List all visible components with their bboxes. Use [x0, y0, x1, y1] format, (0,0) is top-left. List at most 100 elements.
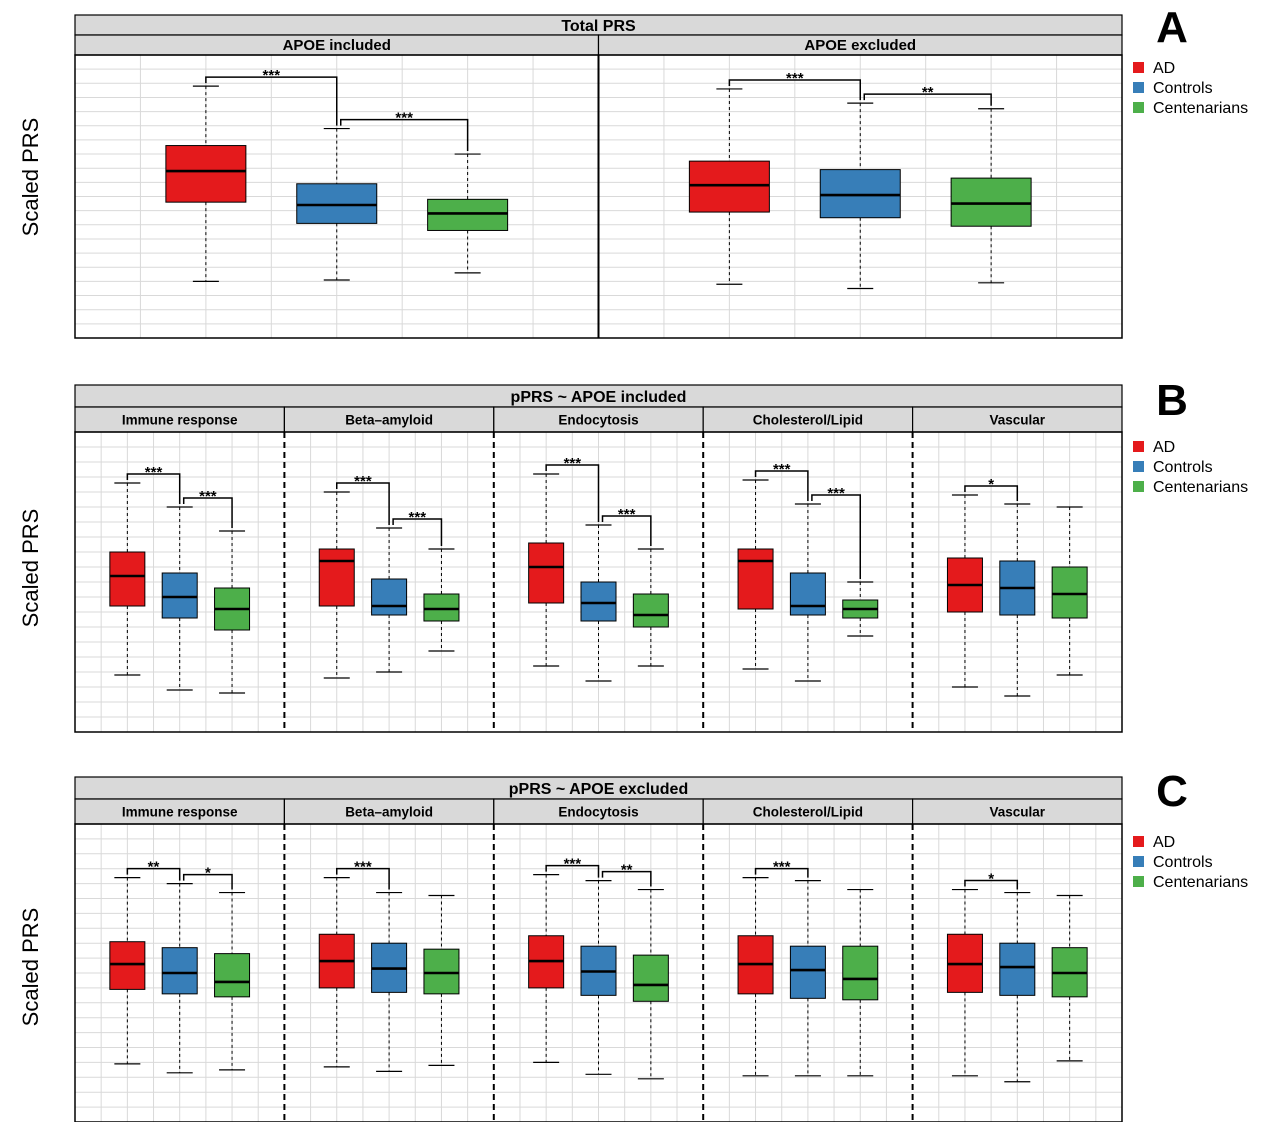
significance-label: *** — [786, 70, 804, 87]
panel-letter: A — [1156, 3, 1188, 52]
legend-key-ad — [1133, 441, 1144, 452]
significance-label: ** — [621, 862, 633, 879]
significance-bracket — [754, 867, 809, 878]
legend-key-controls — [1133, 856, 1144, 867]
significance-label: *** — [773, 859, 791, 876]
significance-bracket — [964, 485, 1019, 501]
significance-label: * — [988, 476, 994, 493]
box-ad — [109, 551, 146, 607]
significance-label: *** — [564, 856, 582, 873]
significance-label: *** — [263, 67, 281, 84]
significance-label: *** — [564, 455, 582, 472]
panel-title: pPRS ~ APOE included — [511, 389, 687, 406]
significance-label: *** — [145, 464, 163, 481]
box-controls — [161, 947, 198, 995]
legend-label-centenarians: Centenarians — [1153, 100, 1248, 117]
significance-bracket — [340, 118, 469, 152]
significance-bracket — [392, 518, 443, 546]
legend-label-controls: Controls — [1153, 854, 1213, 871]
box-controls — [789, 572, 826, 616]
box-controls — [580, 581, 617, 622]
significance-bracket — [811, 494, 861, 579]
box-controls — [161, 572, 198, 619]
box-ad — [528, 542, 565, 604]
panel-letter: C — [1156, 767, 1188, 816]
facet-strip — [493, 798, 704, 825]
plot-border — [74, 54, 1123, 339]
significance-bracket — [601, 515, 652, 546]
legend-key-centenarians — [1133, 481, 1144, 492]
box-centenarians — [632, 954, 669, 1002]
legend-label-centenarians: Centenarians — [1153, 874, 1248, 891]
legend-label-centenarians: Centenarians — [1153, 479, 1248, 496]
facet-strip — [74, 798, 285, 825]
significance-bracket — [601, 870, 652, 887]
legend-key-ad — [1133, 62, 1144, 73]
facet-label: Endocytosis — [558, 805, 638, 820]
box-centenarians — [427, 198, 509, 231]
facet-label: Beta–amyloid — [345, 413, 433, 428]
legend-label-controls: Controls — [1153, 459, 1213, 476]
facet-label: APOE included — [283, 37, 391, 54]
y-axis-label: Scaled PRS — [18, 118, 43, 237]
panel-letter: B — [1156, 376, 1188, 425]
legend-key-controls — [1133, 461, 1144, 472]
significance-label: *** — [354, 473, 372, 490]
plot-border — [74, 431, 1123, 733]
significance-bracket — [205, 76, 338, 126]
legend-label-ad: AD — [1153, 60, 1175, 77]
box-controls — [296, 183, 378, 224]
facet-label: APOE excluded — [804, 37, 916, 54]
significance-label: * — [988, 871, 994, 888]
facet-label: Vascular — [990, 805, 1046, 820]
facet-label: Endocytosis — [558, 413, 638, 428]
legend-key-controls — [1133, 82, 1144, 93]
box-controls — [789, 945, 826, 999]
box-ad — [737, 548, 774, 610]
panel-b: Scaled PRS B AD Controls Centenarians pPRS ~ … — [18, 376, 1248, 733]
box-controls — [371, 578, 408, 616]
significance-label: *** — [354, 859, 372, 876]
significance-bracket — [545, 864, 600, 878]
box-centenarians — [950, 177, 1032, 227]
significance-bracket — [182, 497, 233, 528]
legend-key-centenarians — [1133, 876, 1144, 887]
legend-key-ad — [1133, 836, 1144, 847]
y-axis-label: Scaled PRS — [18, 509, 43, 628]
significance-label: *** — [827, 485, 845, 502]
significance-bracket — [728, 79, 861, 101]
significance-bracket — [964, 879, 1019, 890]
box-ad — [318, 548, 355, 607]
facet-label: Cholesterol/Lipid — [753, 805, 863, 820]
facet-strip — [911, 406, 1123, 433]
legend-key-centenarians — [1133, 102, 1144, 113]
significance-bracket — [336, 867, 390, 890]
significance-bracket — [126, 867, 181, 881]
significance-bracket — [182, 873, 233, 890]
panel-title: Total PRS — [561, 18, 636, 35]
y-axis-label: Scaled PRS — [18, 908, 43, 1027]
significance-label: *** — [199, 488, 217, 505]
significance-bracket — [754, 470, 809, 501]
facet-label: Beta–amyloid — [345, 805, 433, 820]
significance-label: *** — [773, 461, 791, 478]
facet-strip — [283, 798, 495, 825]
plot-border — [74, 823, 1123, 1122]
significance-bracket — [863, 93, 992, 106]
panel-a: Scaled PRS A AD Controls Centenarians Total P… — [18, 3, 1248, 339]
box-ad — [165, 145, 247, 203]
box-ad — [688, 160, 770, 213]
significance-label: * — [205, 865, 211, 882]
box-controls — [819, 169, 901, 219]
legend-label-ad: AD — [1153, 439, 1175, 456]
box-centenarians — [423, 948, 460, 995]
facet-strip — [911, 798, 1123, 825]
box-centenarians — [214, 953, 251, 998]
significance-label: *** — [618, 506, 636, 523]
significance-label: *** — [409, 509, 427, 526]
facet-label: Immune response — [122, 413, 238, 428]
significance-bracket — [126, 473, 181, 504]
facet-label: Cholesterol/Lipid — [753, 413, 863, 428]
box-centenarians — [1051, 566, 1088, 619]
